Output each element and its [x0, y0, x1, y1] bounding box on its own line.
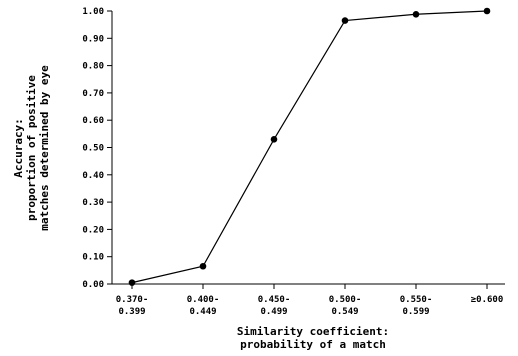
y-axis-label-line: Accuracy: [12, 118, 25, 178]
y-axis-label: Accuracy:proportion of positivematches d… [12, 65, 51, 231]
data-point [483, 7, 491, 15]
x-tick-label: 0.370- [116, 295, 149, 305]
data-point [199, 262, 207, 270]
y-tick-label: 0.20 [82, 225, 104, 235]
y-axis: 0.00 0.10 0.20 0.30 0.40 0.50 0.60 0.70 0.80 0.90… [82, 7, 113, 290]
x-tick-label: 0.399 [118, 307, 145, 317]
series-layer [128, 7, 491, 286]
y-tick-label: 0.80 [82, 62, 104, 72]
x-tick-label: 0.499 [260, 307, 287, 317]
x-tick-label: 0.400- [187, 295, 220, 305]
y-axis-label-line: matches determined by eye [38, 65, 51, 231]
x-axis: 0.370- 0.399 0.400- 0.449 0.450- 0.499 0.500- 0… [112, 283, 505, 317]
x-tick-label: 0.599 [402, 307, 429, 317]
y-tick-label: 0.50 [82, 144, 104, 154]
data-point [270, 136, 278, 143]
x-tick-label: 0.550- [400, 295, 433, 305]
y-tick-label: 0.90 [82, 34, 104, 44]
y-tick-label: 0.60 [82, 116, 104, 126]
series-line [131, 10, 488, 284]
x-tick-label: ≥0.600 [471, 295, 504, 305]
y-tick-label: 1.00 [82, 7, 104, 17]
y-tick-label: 0.00 [82, 280, 104, 290]
y-tick-label: 0.10 [82, 253, 104, 263]
data-point [412, 10, 420, 18]
x-axis-label-line: Similarity coefficient: [237, 325, 389, 338]
y-tick-label: 0.30 [82, 198, 104, 208]
y-tick-label: 0.70 [82, 89, 104, 99]
x-tick-label: 0.450- [258, 295, 291, 305]
data-point [128, 279, 136, 286]
x-tick-label: 0.449 [189, 307, 216, 317]
x-axis-title: Similarity coefficient:probability of a … [237, 325, 389, 351]
y-axis-label-line: proportion of positive [25, 75, 38, 221]
y-axis-title: Accuracy:proportion of positivematches d… [12, 65, 51, 231]
data-point [341, 17, 349, 24]
y-tick-label: 0.40 [82, 171, 104, 181]
x-tick-label: 0.500- [329, 295, 362, 305]
x-axis-label-line: probability of a match [240, 338, 386, 351]
x-tick-label: 0.549 [331, 307, 358, 317]
